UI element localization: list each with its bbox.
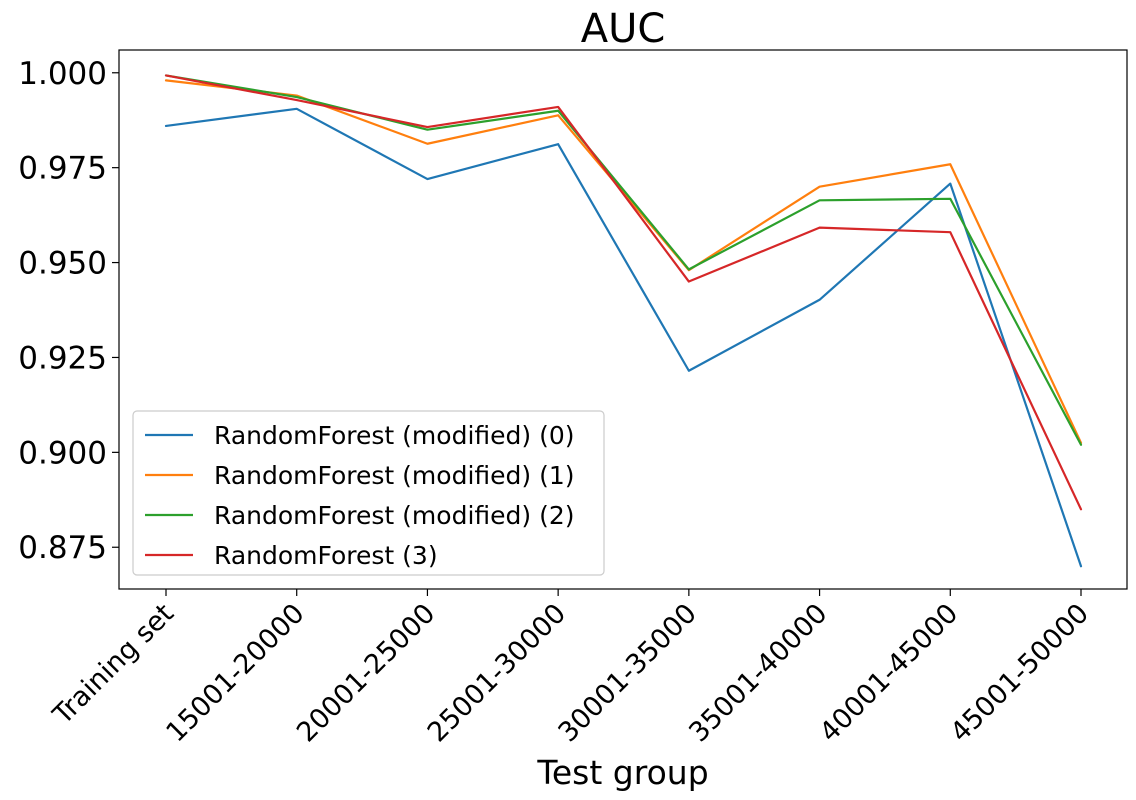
y-axis: 0.875 0.900 0.925 0.950 0.975 1.000 — [18, 56, 119, 566]
y-tick-label: 0.950 — [18, 246, 107, 282]
plot-frame — [118, 49, 1128, 590]
y-tick-label: 0.925 — [18, 340, 107, 376]
x-tick-label: Training set — [47, 598, 180, 731]
legend-box — [132, 410, 605, 576]
y-tick-label: 0.875 — [18, 530, 107, 566]
legend: RandomForest (modified) (0) RandomForest … — [132, 410, 605, 576]
lines-layer — [164, 74, 1083, 568]
legend-label-1: RandomForest (modified) (1) — [214, 461, 575, 490]
series-line-0 — [164, 107, 1083, 568]
series-line-1 — [164, 79, 1083, 444]
series-line-3 — [164, 74, 1083, 511]
series-line-2 — [164, 74, 1083, 446]
legend-label-3: RandomForest (3) — [214, 541, 438, 570]
y-tick-label: 1.000 — [18, 56, 107, 92]
x-axis: Training set15001-2000020001-2500025001-… — [47, 589, 1095, 748]
x-tick-label: 30001-35000 — [553, 598, 703, 748]
x-axis-label: Test group — [536, 753, 708, 792]
legend-label-0: RandomForest (modified) (0) — [214, 421, 575, 450]
chart-title: AUC — [581, 6, 666, 52]
legend-label-2: RandomForest (modified) (2) — [214, 501, 575, 530]
x-tick-label: 20001-25000 — [291, 598, 441, 748]
x-tick-label: 35001-40000 — [683, 598, 833, 748]
x-tick-label: 15001-20000 — [160, 598, 310, 748]
x-tick-label: 40001-45000 — [814, 598, 964, 748]
x-tick-label: 45001-50000 — [945, 598, 1095, 748]
y-tick-label: 0.900 — [18, 435, 107, 471]
y-tick-label: 0.975 — [18, 151, 107, 187]
x-tick-label: 25001-30000 — [422, 598, 572, 748]
